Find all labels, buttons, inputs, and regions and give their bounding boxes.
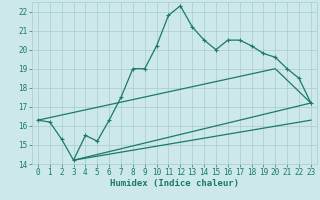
X-axis label: Humidex (Indice chaleur): Humidex (Indice chaleur): [110, 179, 239, 188]
